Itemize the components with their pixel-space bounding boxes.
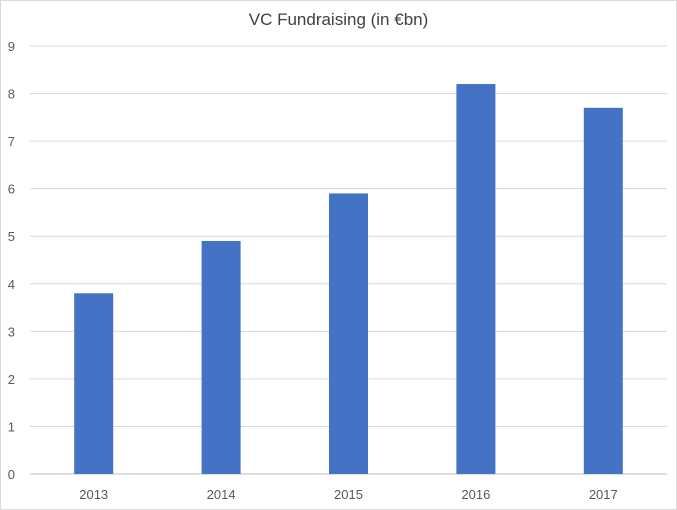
y-tick-label: 1 (8, 419, 15, 434)
y-tick-label: 9 (8, 39, 15, 54)
bar-2014 (201, 240, 241, 474)
x-tick-label: 2013 (79, 487, 108, 502)
bar-2015 (329, 193, 368, 474)
x-axis-ticks: 2013 2014 2015 2016 2017 (79, 487, 618, 502)
chart-title: VC Fundraising (in €bn) (248, 10, 429, 29)
bar-2013 (74, 293, 114, 474)
y-tick-label: 3 (8, 324, 15, 339)
y-axis-ticks: 0 1 2 3 4 5 6 7 8 9 (8, 39, 15, 482)
x-tick-label: 2014 (207, 487, 236, 502)
y-tick-label: 0 (8, 467, 15, 482)
y-tick-label: 5 (8, 229, 15, 244)
y-tick-label: 7 (8, 134, 15, 149)
y-tick-label: 8 (8, 87, 15, 102)
bars (74, 84, 623, 475)
y-tick-label: 2 (8, 372, 15, 387)
bar-2017 (583, 107, 623, 475)
bar-2016 (456, 84, 496, 475)
y-tick-label: 6 (8, 182, 15, 197)
x-tick-label: 2015 (334, 487, 363, 502)
x-tick-label: 2016 (461, 487, 490, 502)
x-tick-label: 2017 (589, 487, 618, 502)
y-tick-label: 4 (8, 277, 15, 292)
